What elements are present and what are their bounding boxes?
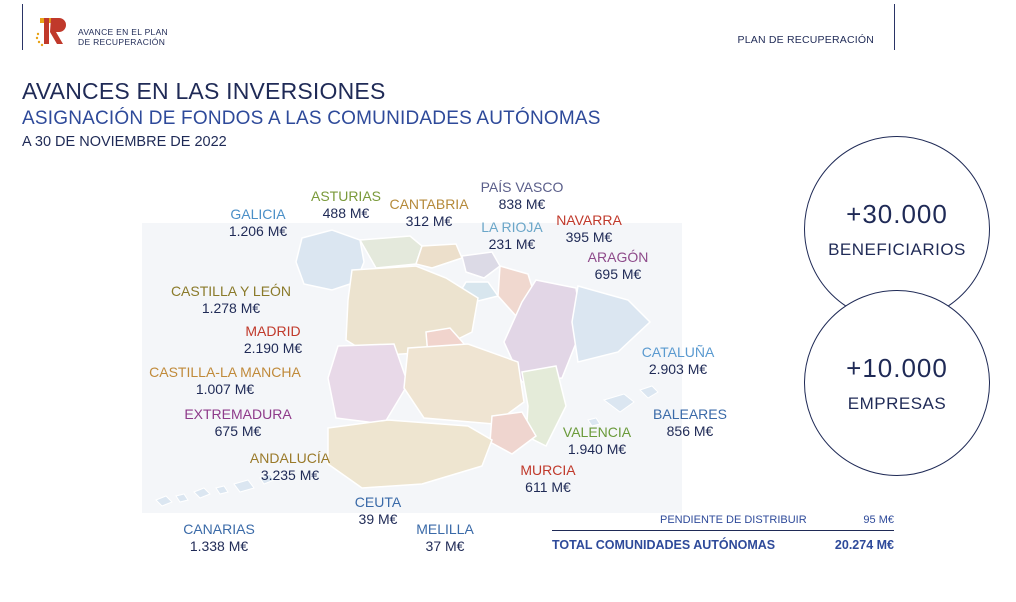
label-castilla-mancha-name: CASTILLA-LA MANCHA — [149, 364, 301, 380]
label-galicia-value: 1.206 M€ — [228, 223, 288, 239]
label-cataluna-value: 2.903 M€ — [648, 361, 708, 377]
logo-text-line2: DE RECUPERACIÓN — [78, 37, 166, 47]
label-baleares-name: BALEARES — [653, 406, 727, 422]
label-canarias-value: 1.338 M€ — [189, 538, 249, 554]
label-cantabria-name: CANTABRIA — [389, 196, 469, 212]
region-valencia — [521, 365, 567, 448]
label-murcia: MURCIA 611 M€ — [508, 462, 588, 496]
totals-divider — [552, 530, 894, 531]
logo-divider — [22, 4, 23, 50]
label-castilla-leon-name: CASTILLA Y LEÓN — [170, 283, 292, 299]
pending-row: PENDIENTE DE DISTRIBUIR 95 M€ — [552, 514, 894, 526]
page-title: AVANCES EN LAS INVERSIONES — [22, 78, 386, 104]
beneficiarios-label: BENEFICIARIOS — [828, 239, 966, 259]
spain-map — [142, 223, 682, 513]
label-aragon-name: ARAGÓN — [587, 249, 649, 265]
label-murcia-name: MURCIA — [520, 462, 576, 478]
label-pais-vasco-value: 838 M€ — [498, 196, 546, 212]
empresas-stat: +10.000 EMPRESAS — [804, 290, 990, 476]
label-melilla: MELILLA 37 M€ — [406, 521, 484, 555]
label-madrid-name: MADRID — [245, 323, 301, 339]
label-cataluna: CATALUÑA 2.903 M€ — [632, 344, 724, 378]
label-pais-vasco-name: PAÍS VASCO — [480, 179, 564, 195]
label-ceuta: CEUTA 39 M€ — [346, 494, 410, 528]
label-andalucia: ANDALUCÍA 3.235 M€ — [240, 450, 340, 484]
label-extremadura-value: 675 M€ — [214, 423, 262, 439]
label-valencia: VALENCIA 1.940 M€ — [552, 424, 642, 458]
logo-text-line1: AVANCE EN EL PLAN — [78, 27, 168, 37]
page-subtitle: ASIGNACIÓN DE FONDOS A LAS COMUNIDADES A… — [22, 108, 601, 129]
header-right-divider — [894, 4, 895, 50]
empresas-label: EMPRESAS — [847, 393, 947, 413]
region-baleares — [587, 385, 659, 427]
label-murcia-value: 611 M€ — [525, 479, 571, 495]
label-galicia-name: GALICIA — [230, 206, 286, 222]
label-melilla-value: 37 M€ — [425, 538, 465, 554]
region-pais-vasco — [461, 251, 501, 279]
label-navarra-value: 395 M€ — [565, 229, 613, 245]
label-navarra-name: NAVARRA — [556, 212, 622, 228]
total-row: TOTAL COMUNIDADES AUTÓNOMAS 20.274 M€ — [552, 538, 894, 552]
label-navarra: NAVARRA 395 M€ — [550, 212, 628, 246]
label-madrid: MADRID 2.190 M€ — [230, 323, 316, 357]
total-value: 20.274 M€ — [834, 538, 894, 552]
header-section-label: PLAN DE RECUPERACIÓN — [737, 34, 874, 46]
label-cataluna-name: CATALUÑA — [641, 344, 715, 360]
label-extremadura-name: EXTREMADURA — [184, 406, 292, 422]
label-canarias-name: CANARIAS — [183, 521, 255, 537]
total-label: TOTAL COMUNIDADES AUTÓNOMAS — [552, 538, 776, 552]
pending-label: PENDIENTE DE DISTRIBUIR — [660, 514, 807, 526]
label-castilla-mancha-value: 1.007 M€ — [195, 381, 255, 397]
label-galicia: GALICIA 1.206 M€ — [218, 206, 298, 240]
label-pais-vasco: PAÍS VASCO 838 M€ — [474, 179, 570, 213]
region-andalucia — [327, 419, 493, 489]
region-murcia — [489, 411, 537, 455]
label-la-rioja: LA RIOJA 231 M€ — [474, 219, 550, 253]
label-castilla-mancha: CASTILLA-LA MANCHA 1.007 M€ — [140, 364, 310, 398]
label-extremadura: EXTREMADURA 675 M€ — [176, 406, 300, 440]
label-madrid-value: 2.190 M€ — [243, 340, 303, 356]
label-asturias: ASTURIAS 488 M€ — [304, 188, 388, 222]
label-canarias: CANARIAS 1.338 M€ — [174, 521, 264, 555]
label-valencia-value: 1.940 M€ — [567, 441, 627, 457]
label-andalucia-value: 3.235 M€ — [260, 467, 320, 483]
label-cantabria: CANTABRIA 312 M€ — [384, 196, 474, 230]
label-castilla-leon: CASTILLA Y LEÓN 1.278 M€ — [160, 283, 302, 317]
plan-logo-icon — [35, 18, 66, 47]
logo-text: AVANCE EN EL PLAN DE RECUPERACIÓN — [78, 27, 168, 47]
label-melilla-name: MELILLA — [416, 521, 474, 537]
region-canarias — [155, 473, 275, 507]
label-asturias-value: 488 M€ — [322, 205, 370, 221]
empresas-value: +10.000 — [846, 352, 948, 383]
label-valencia-name: VALENCIA — [562, 424, 632, 440]
label-castilla-leon-value: 1.278 M€ — [201, 300, 261, 316]
label-baleares-value: 856 M€ — [666, 423, 714, 439]
label-cantabria-value: 312 M€ — [405, 213, 453, 229]
region-cantabria — [415, 243, 464, 269]
beneficiarios-value: +30.000 — [846, 198, 948, 229]
label-la-rioja-value: 231 M€ — [488, 236, 536, 252]
label-la-rioja-name: LA RIOJA — [481, 219, 543, 235]
label-aragon-value: 695 M€ — [594, 266, 642, 282]
region-cataluna — [571, 285, 652, 363]
label-ceuta-name: CEUTA — [354, 494, 402, 510]
label-baleares: BALEARES 856 M€ — [644, 406, 736, 440]
pending-value: 95 M€ — [863, 514, 894, 526]
page-date: A 30 DE NOVIEMBRE DE 2022 — [22, 134, 227, 150]
label-ceuta-value: 39 M€ — [358, 511, 398, 527]
label-asturias-name: ASTURIAS — [310, 188, 381, 204]
label-aragon: ARAGÓN 695 M€ — [580, 249, 656, 283]
label-andalucia-name: ANDALUCÍA — [249, 450, 331, 466]
